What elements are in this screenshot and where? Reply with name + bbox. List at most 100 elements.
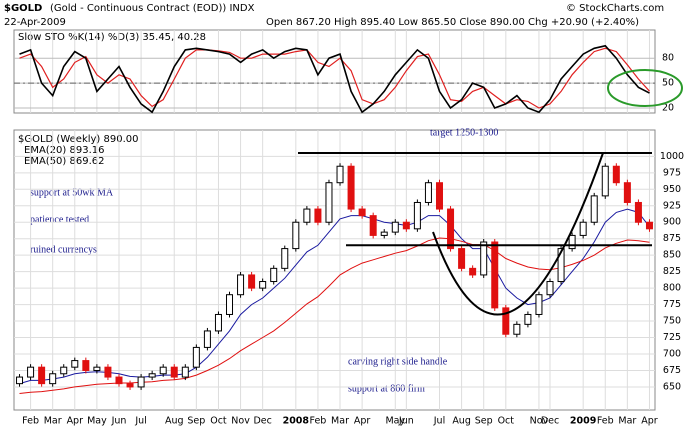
y-tick-label: 900 (663, 217, 681, 228)
candle-body (491, 241, 499, 309)
candle-body (314, 208, 322, 223)
candle-body (458, 248, 466, 269)
candle-body (203, 330, 211, 348)
quote: Open 867.20 High 895.40 Low 865.50 Close… (266, 17, 639, 28)
y-tick-label: 80 (662, 53, 674, 64)
x-tick-label: 2008 (283, 416, 310, 427)
x-tick-label: Oct (498, 416, 515, 427)
candle-body (148, 373, 156, 378)
symbol: $GOLD (4, 3, 42, 14)
x-tick-label: Sep (475, 416, 493, 427)
candle-body (634, 201, 642, 223)
candle-body (270, 267, 278, 283)
y-tick-label: 750 (663, 316, 681, 327)
x-tick-label: Jun (111, 416, 127, 427)
x-tick-label: Dec (541, 416, 559, 427)
y-tick-label: 850 (663, 250, 681, 261)
candle-body (402, 221, 410, 230)
candle-body (181, 366, 189, 378)
candle-body (623, 182, 631, 203)
candle-body (60, 366, 68, 375)
y-tick-label: 1000 (660, 151, 684, 162)
legend-ema20: EMA(20) 893.16 (24, 145, 104, 156)
x-tick-label: Sep (187, 416, 205, 427)
candle-body (192, 346, 200, 368)
annotation: patience tested (30, 214, 89, 225)
candle-body (159, 366, 167, 375)
x-tick-label: Aug (452, 416, 471, 427)
y-tick-label: 650 (663, 381, 681, 392)
candle-body (237, 274, 245, 296)
candle-body (469, 267, 477, 276)
x-tick-label: Mar (331, 416, 349, 427)
y-tick-label: 775 (663, 299, 681, 310)
x-tick-label: May (385, 416, 405, 427)
y-tick-label: 825 (663, 266, 681, 277)
candle-body (546, 281, 554, 296)
highlight-ellipse (607, 69, 683, 107)
annotation: target 1250-1300 (430, 127, 498, 138)
price-title: $GOLD (Weekly) 890.00 (18, 134, 139, 145)
y-tick-label: 700 (663, 349, 681, 360)
candle-body (535, 294, 543, 315)
candle-body (579, 221, 587, 236)
candle-body (226, 294, 234, 315)
candle-body (612, 165, 620, 184)
cup-curve (432, 152, 604, 316)
candle-body (126, 383, 134, 388)
candle-body (281, 248, 289, 269)
candle-body (391, 221, 399, 233)
candle-body (248, 274, 256, 289)
candle-body (590, 195, 598, 223)
candle-body (513, 323, 521, 335)
y-tick-label: 875 (663, 233, 681, 244)
legend-ema50: EMA(50) 869.62 (24, 156, 104, 167)
candle-body (480, 241, 488, 276)
annotation: carving right side handle (348, 356, 448, 367)
candle-body (49, 373, 57, 385)
candle-body (568, 234, 576, 250)
y-tick-label: 675 (663, 365, 681, 376)
candle-body (27, 366, 35, 378)
candle-body (170, 366, 178, 378)
candle-body (16, 376, 24, 385)
ema-line (19, 208, 650, 385)
candle-body (502, 307, 510, 335)
x-tick-label: Apr (67, 416, 84, 427)
x-tick-label: Mar (618, 416, 636, 427)
sto-line (19, 44, 650, 114)
candle-body (524, 313, 532, 325)
candle-body (645, 221, 653, 230)
candle-body (259, 281, 267, 289)
date: 22-Apr-2009 (4, 17, 66, 28)
y-tick-label: 50 (662, 78, 674, 89)
x-tick-label: 2009 (570, 416, 596, 427)
candle-body (71, 360, 79, 368)
candle-body (424, 182, 432, 203)
x-tick-label: Dec (253, 416, 271, 427)
candle-body (413, 201, 421, 230)
annotation: support at 50wk MA (30, 187, 114, 198)
candle-body (38, 366, 46, 385)
y-tick-label: 975 (663, 167, 681, 178)
x-tick-label: Apr (354, 416, 371, 427)
candle-body (447, 208, 455, 250)
candle-body (347, 165, 355, 210)
x-tick-label: Feb (22, 416, 39, 427)
candle-body (82, 360, 90, 371)
sto-title: Slow STO %K(14) %D(3) 35.45, 40.28 (18, 32, 206, 43)
y-tick-label: 925 (663, 200, 681, 211)
candle-body (292, 221, 300, 250)
candle-body (336, 165, 344, 184)
candle-body (557, 248, 565, 283)
y-tick-label: 20 (662, 103, 674, 114)
ema-line (19, 237, 650, 394)
candle-body (435, 182, 443, 210)
symbol-name: (Gold - Continuous Contract (EOD)) INDX (50, 3, 255, 14)
candle-body (93, 366, 101, 371)
x-tick-label: Nov (231, 416, 250, 427)
y-tick-label: 950 (663, 184, 681, 195)
x-tick-label: Jun (398, 416, 414, 427)
x-tick-label: May (87, 416, 107, 427)
